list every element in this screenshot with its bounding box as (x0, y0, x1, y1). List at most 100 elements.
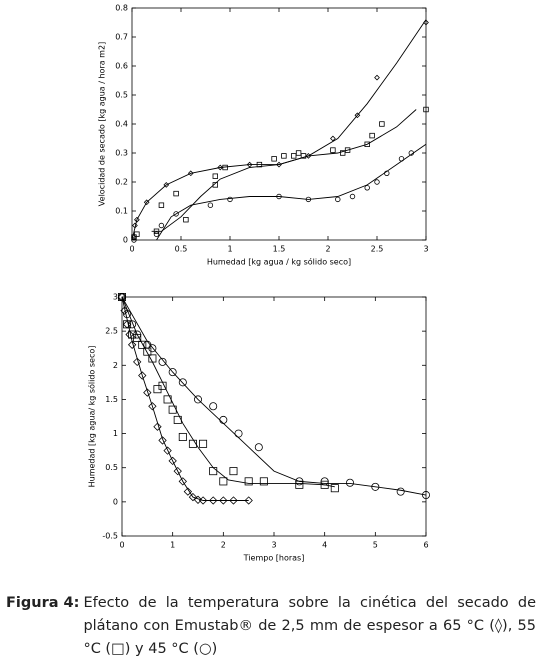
data-point (364, 141, 370, 147)
data-point (158, 357, 167, 366)
data-point (374, 179, 380, 185)
data-point (330, 147, 336, 153)
data-point (131, 237, 137, 243)
data-point (128, 320, 137, 329)
data-point (193, 395, 202, 404)
data-point (276, 193, 282, 200)
data-point (305, 196, 312, 203)
y-tick-label: 0.5 (105, 463, 118, 472)
data-point (320, 477, 329, 486)
data-point (384, 170, 390, 176)
data-point (168, 368, 177, 377)
data-point (173, 466, 182, 476)
data-point (423, 106, 429, 113)
y-tick-label: 0.2 (115, 178, 128, 187)
x-tick-label: 3 (423, 245, 428, 254)
data-point (271, 156, 277, 162)
data-point (421, 491, 430, 500)
data-point (354, 112, 361, 119)
data-point (183, 487, 193, 496)
data-point (188, 439, 197, 448)
x-tick-label: 1 (170, 541, 175, 550)
data-point (244, 496, 253, 505)
data-point (256, 161, 263, 168)
plot-frame (131, 7, 427, 241)
data-point (374, 74, 380, 81)
y-tick-label: 0.6 (115, 62, 128, 71)
data-point (398, 156, 405, 162)
caption-label: Figura 4: (6, 595, 80, 611)
y-tick-label: 0 (123, 236, 128, 245)
data-point (178, 378, 187, 387)
caption: Figura 4: Efecto de la temperatura sobre… (6, 592, 536, 661)
y-tick-label: 1 (113, 429, 118, 438)
plot-frame (121, 296, 427, 537)
data-point (199, 439, 208, 448)
x-tick-label: 1.5 (273, 245, 286, 254)
data-point (198, 496, 208, 505)
data-point (229, 467, 238, 476)
fit-line (151, 109, 417, 232)
data-point (300, 153, 307, 159)
data-point (295, 477, 304, 486)
caption-text: Efecto de la temperatura sobre la cinéti… (83, 595, 536, 657)
data-point (173, 211, 179, 217)
y-tick-label: 0.1 (115, 207, 128, 216)
data-point (219, 415, 228, 424)
data-point (178, 432, 187, 441)
x-tick-label: 0.5 (175, 245, 188, 254)
data-point (143, 388, 152, 397)
data-point (168, 456, 177, 466)
data-point (148, 344, 157, 353)
y-tick-label: 0.5 (115, 91, 128, 100)
x-tick-label: 4 (322, 541, 327, 550)
data-point (148, 354, 157, 363)
data-point (183, 216, 189, 223)
data-point (193, 495, 203, 504)
data-point (379, 121, 385, 127)
data-point (178, 477, 187, 486)
data-point (290, 153, 297, 159)
y-axis-label: Humedad [kg agua/ kg sólido seco] (87, 346, 97, 488)
data-point (371, 482, 380, 491)
data-point (133, 333, 142, 342)
data-point (187, 170, 194, 177)
data-point (335, 196, 341, 203)
data-point (173, 415, 182, 424)
data-point (212, 173, 218, 179)
x-tick-label: 3 (271, 541, 276, 550)
x-tick-label: 2 (325, 245, 330, 254)
data-point (158, 436, 167, 445)
figure: 0 0.5 1 1.5 2 2.5 3 0 0.1 0.2 0.3 0.4 0.5 0.6 0.7 0.8 Hu… (87, 4, 430, 563)
y-axis-label: Velocidad de secado [kg agua / hora m2] (98, 42, 107, 206)
data-point (396, 487, 405, 496)
data-point (254, 443, 263, 452)
data-point (134, 216, 140, 223)
data-point (123, 320, 132, 329)
data-point (349, 193, 356, 200)
y-tick-label: 3 (113, 293, 118, 302)
data-point (212, 182, 218, 188)
data-point (158, 381, 167, 390)
data-point (153, 422, 162, 431)
data-point (133, 330, 142, 339)
data-point (163, 182, 170, 188)
data-point (259, 477, 268, 486)
data-point (163, 446, 172, 455)
data-point (153, 228, 160, 234)
data-point (227, 196, 233, 203)
y-tick-label: 2 (113, 361, 118, 370)
x-axis-label: Humedad [kg agua / kg sólido seco] (207, 257, 351, 267)
y-tick-label: 1.5 (105, 395, 118, 404)
y-tick-label: 2.5 (105, 327, 118, 336)
data-point (134, 231, 140, 237)
data-point (133, 357, 142, 367)
data-point (281, 153, 287, 159)
x-tick-label: 0 (129, 245, 134, 254)
x-tick-label: 2.5 (371, 245, 384, 254)
fit-line (156, 143, 427, 241)
data-point (330, 135, 336, 142)
data-point (173, 190, 179, 197)
x-tick-label: 5 (373, 541, 378, 550)
